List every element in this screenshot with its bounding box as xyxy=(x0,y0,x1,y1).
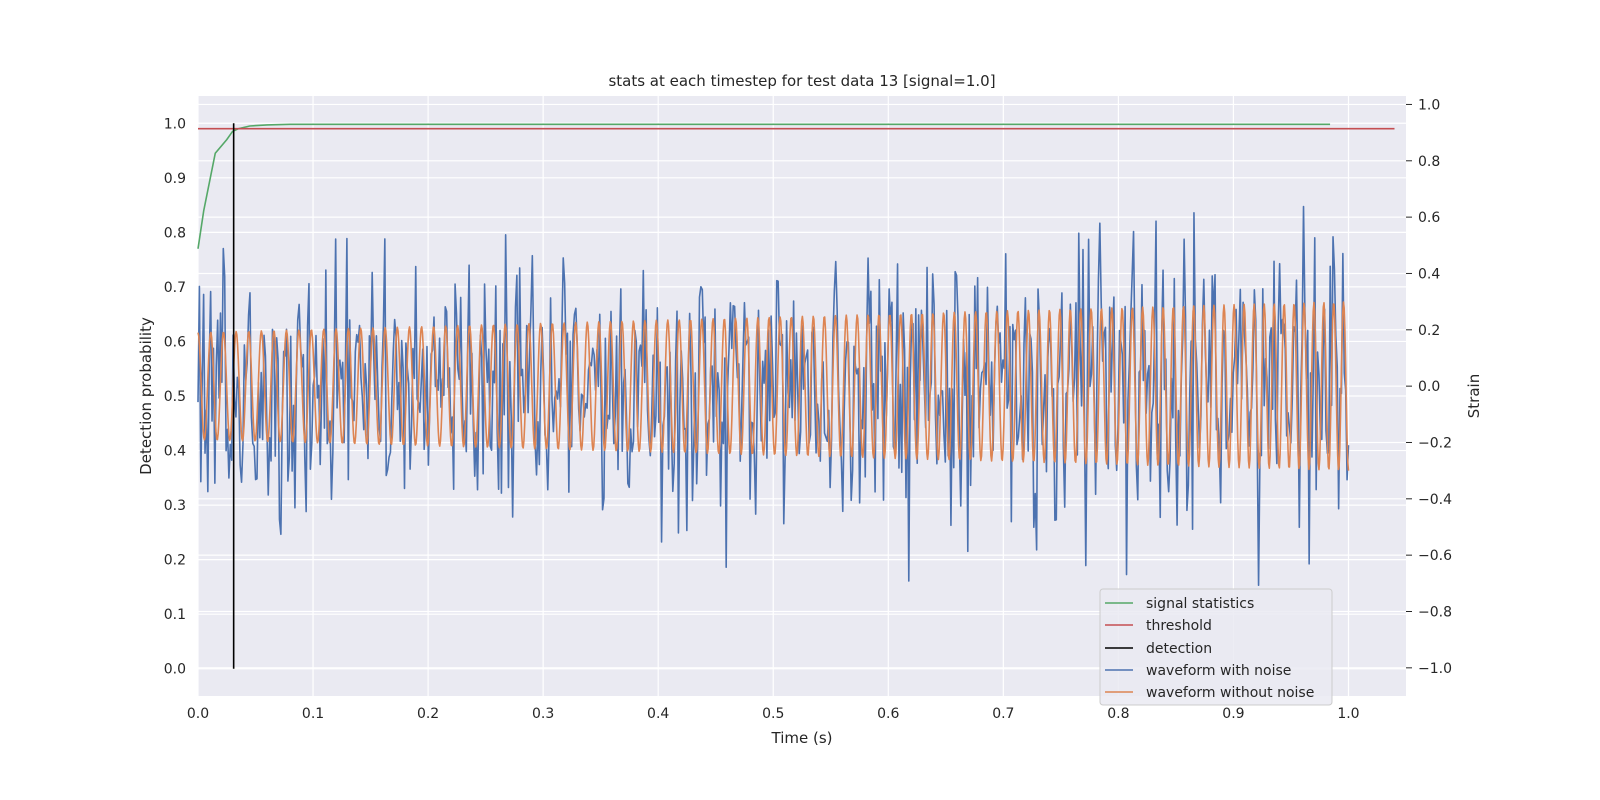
y2-tick-label: 0.6 xyxy=(1418,210,1440,226)
y-tick-label: 0.7 xyxy=(164,280,186,296)
x-tick-label: 0.1 xyxy=(302,706,324,722)
series-line-signal-statistics xyxy=(197,123,1331,249)
x-tick-label: 0.9 xyxy=(1222,706,1244,722)
y-tick-label: 0.2 xyxy=(164,553,186,569)
y-tick-label: 0.4 xyxy=(164,444,186,460)
legend-label-signal-statistics: signal statistics xyxy=(1146,596,1254,612)
y2-tick-label: −0.4 xyxy=(1418,492,1452,508)
x-tick-label: 0.4 xyxy=(647,706,669,722)
series-line-waveform-with-noise xyxy=(197,205,1350,586)
y-tick-label: 1.0 xyxy=(164,116,186,132)
legend-box xyxy=(1099,588,1333,706)
chart-title: stats at each timestep for test data 13 … xyxy=(608,72,995,90)
y2-ticks: −1.0 −0.8 −0.6 −0.4 −0.2 0.0 0.2 0.4 0.6 0.8 1.0 xyxy=(1406,97,1452,677)
y-tick-label: 0.6 xyxy=(164,334,186,350)
legend-label-detection: detection xyxy=(1146,641,1212,657)
legend: signal statistics threshold detection wa… xyxy=(1099,588,1333,706)
y2-tick-label: −0.8 xyxy=(1418,604,1452,620)
x-tick-label: 0.8 xyxy=(1107,706,1129,722)
y2-tick-label: 0.2 xyxy=(1418,323,1440,339)
y-tick-label: 0.5 xyxy=(164,389,186,405)
y2-tick-label: 0.4 xyxy=(1418,266,1440,282)
x-tick-label: 0.5 xyxy=(762,706,784,722)
series-layer xyxy=(197,123,1395,669)
y2-axis-label: Strain xyxy=(1465,374,1483,418)
x-ticks: 0.0 0.1 0.2 0.3 0.4 0.5 0.6 0.7 0.8 0.9 1.0 xyxy=(187,706,1360,722)
x-tick-label: 0.2 xyxy=(417,706,439,722)
legend-label-waveform-with-noise: waveform with noise xyxy=(1146,663,1291,679)
y2-tick-label: −0.6 xyxy=(1418,548,1452,564)
x-tick-label: 1.0 xyxy=(1337,706,1359,722)
y-tick-label: 0.9 xyxy=(164,171,186,187)
x-tick-label: 0.7 xyxy=(992,706,1014,722)
y2-tick-label: 0.8 xyxy=(1418,154,1440,170)
x-tick-label: 0.3 xyxy=(532,706,554,722)
y2-tick-label: −0.2 xyxy=(1418,435,1452,451)
legend-label-waveform-without-noise: waveform without noise xyxy=(1146,685,1314,701)
legend-label-threshold: threshold xyxy=(1146,618,1212,634)
y2-tick-label: 0.0 xyxy=(1418,379,1440,395)
series-line-waveform-without-noise xyxy=(197,301,1350,471)
y-tick-label: 0.8 xyxy=(164,225,186,241)
y-tick-label: 0.0 xyxy=(164,662,186,678)
y-tick-label: 0.1 xyxy=(164,607,186,623)
x-tick-label: 0.6 xyxy=(877,706,899,722)
y2-tick-label: 1.0 xyxy=(1418,97,1440,113)
y2-tick-label: −1.0 xyxy=(1418,661,1452,677)
x-tick-label: 0.0 xyxy=(187,706,209,722)
x-axis-label: Time (s) xyxy=(771,729,833,747)
y-tick-label: 0.3 xyxy=(164,498,186,514)
y-axis-label: Detection probability xyxy=(137,317,155,475)
y-ticks: 0.0 0.1 0.2 0.3 0.4 0.5 0.6 0.7 0.8 0.9 1.0 xyxy=(164,116,186,677)
